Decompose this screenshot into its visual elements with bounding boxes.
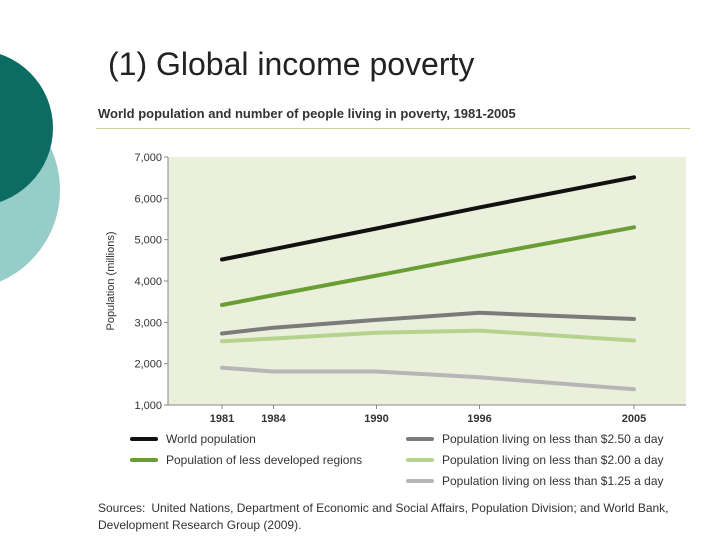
plot-area <box>168 157 686 405</box>
legend-world-population: World population <box>130 431 256 446</box>
legend-label: Population living on less than $1.25 a d… <box>442 473 664 488</box>
slide-title: (1) Global income poverty <box>108 46 475 82</box>
legend-label: Population of less developed regions <box>166 452 363 467</box>
legend-swatch <box>130 457 158 462</box>
legend-under-2-00: Population living on less than $2.00 a d… <box>406 452 664 467</box>
sources-label: Sources: <box>98 501 146 515</box>
legend-swatch <box>130 436 158 441</box>
sources-note: Sources: United Nations, Department of Ec… <box>98 500 698 534</box>
x-tick-label: 1984 <box>261 413 286 425</box>
legend-swatch <box>406 457 434 462</box>
series-line-4 <box>220 328 636 344</box>
y-tick-label: 3,000 <box>134 317 162 329</box>
legend-swatch <box>406 436 434 441</box>
x-tick-label: 2005 <box>622 413 646 425</box>
y-tick-label: 7,000 <box>134 152 162 164</box>
legend-label: Population living on less than $2.50 a d… <box>442 431 664 446</box>
title-rule <box>96 128 690 129</box>
y-tick-label: 6,000 <box>134 193 162 205</box>
sources-text: United Nations, Department of Economic a… <box>98 501 669 532</box>
legend-under-1-25: Population living on less than $1.25 a d… <box>406 473 664 488</box>
series-line-5 <box>220 365 636 392</box>
legend-under-2-50: Population living on less than $2.50 a d… <box>406 431 664 446</box>
legend-label: Population living on less than $2.00 a d… <box>442 452 664 467</box>
chart-title: World population and number of people li… <box>98 106 516 121</box>
y-tick-label: 5,000 <box>134 235 162 247</box>
x-tick-label: 1990 <box>364 413 388 425</box>
decorative-circle-dark <box>0 54 53 202</box>
y-tick-label: 2,000 <box>134 359 162 371</box>
decorative-circles <box>0 54 60 282</box>
y-tick-label: 1,000 <box>134 400 162 412</box>
series-line-3 <box>220 310 636 336</box>
series-line-2 <box>220 225 636 307</box>
legend-less-developed: Population of less developed regions <box>130 452 362 467</box>
legend-swatch <box>406 478 434 483</box>
legend-label: World population <box>166 431 256 446</box>
y-tick-label: 4,000 <box>134 276 162 288</box>
y-axis-label: Population (millions) <box>105 231 117 330</box>
x-tick-label: 1981 <box>210 413 234 425</box>
series-line-1 <box>220 175 636 262</box>
x-tick-label: 1996 <box>467 413 491 425</box>
